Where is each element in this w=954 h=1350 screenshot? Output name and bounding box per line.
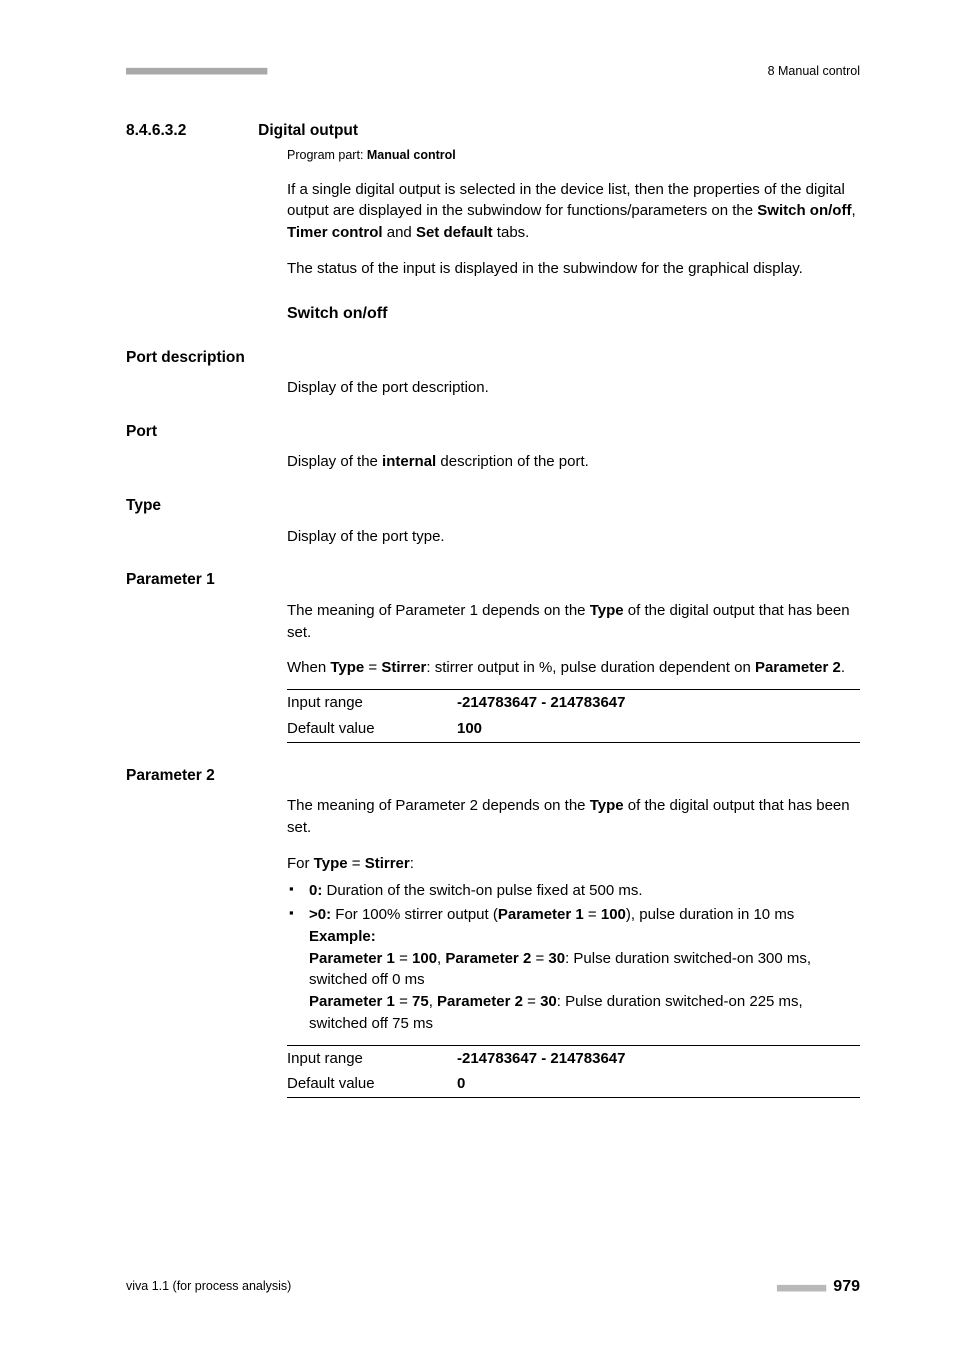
example-1: Parameter 1 = 100, Parameter 2 = 30: Pul…: [309, 948, 860, 992]
default-value-label: Default value: [287, 1073, 457, 1095]
text: =: [531, 950, 548, 967]
input-range-label: Input range: [287, 1048, 457, 1070]
text-bold: 30: [548, 950, 565, 967]
text-bold: Parameter 1: [309, 993, 395, 1010]
text-bold: Parameter 1: [498, 906, 584, 923]
intro-paragraph-2: The status of the input is displayed in …: [287, 258, 860, 280]
text: ,: [429, 993, 437, 1010]
text: =: [364, 659, 381, 676]
switch-onoff-heading: Switch on/off: [287, 302, 860, 325]
footer-product: viva 1.1 (for process analysis): [126, 1277, 291, 1295]
text: Duration of the switch-on pulse fixed at…: [322, 882, 642, 899]
page-number: 979: [833, 1278, 860, 1295]
example-2: Parameter 1 = 75, Parameter 2 = 30: Puls…: [309, 991, 860, 1035]
table-row: Input range -214783647 - 214783647: [287, 690, 860, 716]
text-bold: Type: [590, 797, 624, 814]
text-bold: 75: [412, 993, 429, 1010]
field-label-parameter-2: Parameter 2: [126, 765, 860, 787]
text-bold: Set default: [416, 224, 493, 241]
text: : stirrer output in %, pulse duration de…: [426, 659, 755, 676]
header-chapter: 8 Manual control: [768, 62, 860, 80]
table-row: Default value 100: [287, 716, 860, 742]
footer-right: ■■■■■■■■ 979: [777, 1275, 860, 1298]
param2-bullet-list: 0: Duration of the switch-on pulse fixed…: [287, 880, 860, 1034]
field-label-type: Type: [126, 495, 860, 517]
section-heading-row: 8.4.6.3.2 Digital output: [126, 120, 860, 142]
param1-desc-1: The meaning of Parameter 1 depends on th…: [287, 600, 860, 644]
param1-desc-2: When Type = Stirrer: stirrer output in %…: [287, 657, 860, 679]
default-value-label: Default value: [287, 718, 457, 740]
text: For: [287, 855, 314, 872]
text: Display of the: [287, 453, 382, 470]
program-part-label: Program part:: [287, 148, 367, 162]
param2-range-table: Input range -214783647 - 214783647 Defau…: [287, 1045, 860, 1099]
page-footer: viva 1.1 (for process analysis) ■■■■■■■■…: [126, 1275, 860, 1298]
text-bold: 30: [540, 993, 557, 1010]
text: When: [287, 659, 330, 676]
text: =: [348, 855, 365, 872]
section-title: Digital output: [258, 122, 358, 139]
text: ), pulse duration in 10 ms: [626, 906, 794, 923]
text-bold: 100: [412, 950, 437, 967]
param2-for-line: For Type = Stirrer:: [287, 853, 860, 875]
text-bold: Parameter 2: [445, 950, 531, 967]
field-body-type: Display of the port type.: [287, 526, 860, 548]
input-range-value: -214783647 - 214783647: [457, 692, 626, 714]
table-row: Input range -214783647 - 214783647: [287, 1046, 860, 1072]
section-number: 8.4.6.3.2: [126, 120, 254, 142]
header-marks: ■■■■■■■■■■■■■■■■■■■■■■■: [126, 63, 267, 79]
text-bold: Parameter 1: [309, 950, 395, 967]
input-range-value: -214783647 - 214783647: [457, 1048, 626, 1070]
field-label-parameter-1: Parameter 1: [126, 569, 860, 591]
input-range-label: Input range: [287, 692, 457, 714]
field-body-port-description: Display of the port description.: [287, 377, 860, 399]
text-bold: Type: [590, 602, 624, 619]
field-label-port-description: Port description: [126, 347, 860, 369]
text: =: [523, 993, 540, 1010]
field-body-parameter-2: The meaning of Parameter 2 depends on th…: [287, 795, 860, 1098]
list-item: >0: For 100% stirrer output (Parameter 1…: [287, 904, 860, 1035]
text: tabs.: [493, 224, 530, 241]
text-bold: Type: [314, 855, 348, 872]
default-value: 100: [457, 718, 482, 740]
text: and: [383, 224, 416, 241]
list-item: 0: Duration of the switch-on pulse fixed…: [287, 880, 860, 902]
text: .: [841, 659, 845, 676]
program-part-value: Manual control: [367, 148, 456, 162]
text-bold: Timer control: [287, 224, 383, 241]
table-row: Default value 0: [287, 1071, 860, 1097]
param1-range-table: Input range -214783647 - 214783647 Defau…: [287, 689, 860, 743]
field-body-port: Display of the internal description of t…: [287, 451, 860, 473]
text: description of the port.: [436, 453, 589, 470]
text: =: [395, 993, 412, 1010]
text-bold: internal: [382, 453, 436, 470]
text: ,: [851, 202, 855, 219]
text: For 100% stirrer output (: [331, 906, 498, 923]
text: =: [395, 950, 412, 967]
text-bold: 0:: [309, 882, 322, 899]
text-bold: Parameter 2: [437, 993, 523, 1010]
text-bold: Type: [330, 659, 364, 676]
text-bold: Switch on/off: [757, 202, 851, 219]
intro-paragraph-1: If a single digital output is selected i…: [287, 179, 860, 244]
text-bold: Stirrer: [381, 659, 426, 676]
program-part-line: Program part: Manual control: [287, 146, 860, 164]
text: The meaning of Parameter 1 depends on th…: [287, 602, 590, 619]
page-header: ■■■■■■■■■■■■■■■■■■■■■■■ 8 Manual control: [0, 62, 954, 80]
text: The meaning of Parameter 2 depends on th…: [287, 797, 590, 814]
param2-desc-1: The meaning of Parameter 2 depends on th…: [287, 795, 860, 839]
text-bold: 100: [601, 906, 626, 923]
text-bold: Stirrer: [365, 855, 410, 872]
page-content: 8.4.6.3.2 Digital output Program part: M…: [126, 120, 860, 1098]
text-bold: >0:: [309, 906, 331, 923]
field-label-port: Port: [126, 421, 860, 443]
footer-marks: ■■■■■■■■: [777, 1281, 826, 1294]
field-body-parameter-1: The meaning of Parameter 1 depends on th…: [287, 600, 860, 743]
text-bold: Parameter 2: [755, 659, 841, 676]
text: :: [410, 855, 414, 872]
default-value: 0: [457, 1073, 465, 1095]
example-label: Example:: [309, 928, 376, 945]
text: =: [584, 906, 601, 923]
